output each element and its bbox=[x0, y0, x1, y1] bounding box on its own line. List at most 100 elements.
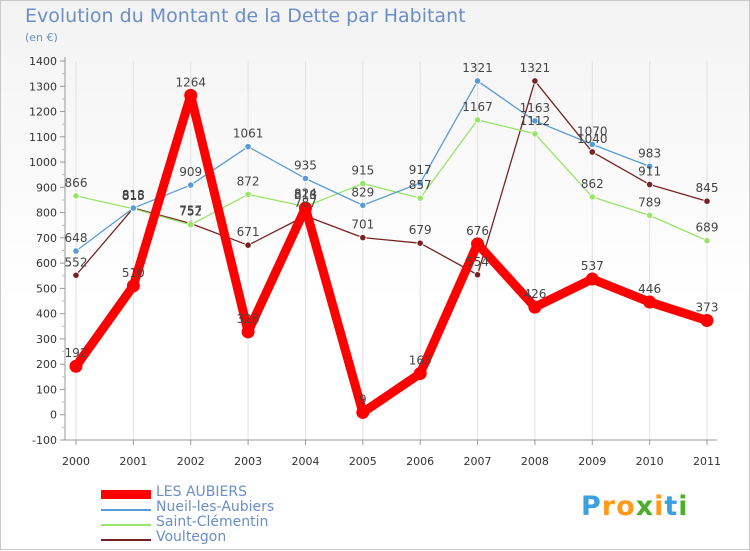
data-point bbox=[588, 140, 596, 148]
chart-unit-label: (en €) bbox=[25, 31, 58, 44]
data-label: 373 bbox=[696, 300, 719, 314]
data-label: 845 bbox=[696, 181, 719, 195]
data-point bbox=[585, 272, 599, 286]
data-point bbox=[359, 201, 367, 209]
legend-swatch bbox=[101, 490, 151, 499]
data-point bbox=[187, 221, 195, 229]
data-point bbox=[72, 247, 80, 255]
data-label: 163 bbox=[409, 354, 432, 368]
y-tick-label: 1100 bbox=[29, 131, 57, 144]
data-point bbox=[588, 148, 596, 156]
data-label: 1112 bbox=[520, 114, 551, 128]
data-label: 757 bbox=[179, 203, 202, 217]
y-tick-label: 800 bbox=[36, 207, 57, 220]
legend-label: LES AUBIERS bbox=[156, 484, 247, 500]
x-tick-label: 2001 bbox=[119, 455, 147, 468]
y-tick-label: 1400 bbox=[29, 55, 57, 68]
data-point bbox=[244, 241, 252, 249]
data-label: 679 bbox=[409, 223, 432, 237]
data-point bbox=[646, 211, 654, 219]
data-label: 1321 bbox=[462, 61, 493, 75]
y-tick-label: 1300 bbox=[29, 80, 57, 93]
data-point bbox=[416, 194, 424, 202]
data-point bbox=[72, 192, 80, 200]
x-tick-label: 2006 bbox=[406, 455, 434, 468]
y-tick-label: 500 bbox=[36, 282, 57, 295]
data-label: 872 bbox=[237, 174, 260, 188]
series-line bbox=[75, 80, 708, 276]
data-point bbox=[416, 179, 424, 187]
data-point bbox=[187, 181, 195, 189]
y-tick-label: 700 bbox=[36, 232, 57, 245]
data-point bbox=[72, 271, 80, 279]
data-label: 909 bbox=[179, 165, 202, 179]
data-point bbox=[413, 367, 427, 381]
data-label: 328 bbox=[237, 312, 260, 326]
legend-item: LES AUBIERS bbox=[101, 484, 401, 501]
data-point bbox=[646, 180, 654, 189]
data-point bbox=[359, 179, 367, 188]
data-point bbox=[643, 295, 657, 309]
x-tick-label: 2004 bbox=[291, 455, 319, 468]
data-point bbox=[126, 279, 140, 293]
data-point bbox=[241, 325, 255, 339]
data-label: 446 bbox=[638, 282, 661, 296]
y-tick-label: 300 bbox=[36, 333, 57, 346]
proxiti-logo: Proxiti bbox=[581, 491, 689, 522]
data-point bbox=[473, 271, 482, 279]
data-label: 857 bbox=[409, 178, 432, 192]
x-tick-label: 2003 bbox=[234, 455, 262, 468]
data-label: 824 bbox=[294, 187, 317, 201]
data-label: 818 bbox=[294, 188, 317, 202]
data-label: 1321 bbox=[520, 61, 551, 75]
legend-swatch bbox=[101, 509, 151, 511]
data-point bbox=[69, 359, 83, 373]
data-point bbox=[531, 77, 539, 85]
data-label: 752 bbox=[179, 205, 202, 219]
data-point bbox=[528, 300, 542, 314]
legend-swatch bbox=[101, 539, 151, 541]
data-point bbox=[473, 77, 482, 85]
data-label: 866 bbox=[65, 176, 88, 190]
y-tick-label: 1200 bbox=[29, 106, 57, 119]
data-label: 676 bbox=[466, 224, 489, 238]
data-label: 1040 bbox=[577, 132, 608, 146]
data-point bbox=[588, 193, 596, 201]
data-point bbox=[531, 130, 539, 138]
data-label: 552 bbox=[65, 255, 88, 269]
data-point bbox=[703, 237, 711, 245]
y-tick-label: 600 bbox=[36, 257, 57, 270]
data-point bbox=[184, 88, 198, 102]
data-label: 426 bbox=[523, 287, 546, 301]
legend-label: Saint-Clémentin bbox=[156, 514, 269, 530]
x-tick-label: 2009 bbox=[578, 455, 606, 468]
data-point bbox=[301, 174, 310, 183]
data-label: 1061 bbox=[233, 127, 264, 141]
series-line bbox=[71, 90, 712, 417]
y-tick-label: 0 bbox=[50, 409, 57, 422]
data-label: 689 bbox=[696, 221, 719, 235]
data-point bbox=[129, 204, 137, 212]
data-label: 671 bbox=[237, 225, 260, 239]
data-point bbox=[700, 313, 714, 327]
data-label: 818 bbox=[122, 188, 145, 202]
data-label: 815 bbox=[122, 189, 145, 203]
data-label: 9 bbox=[359, 392, 367, 406]
data-label: 818 bbox=[122, 188, 145, 202]
x-tick-label: 2000 bbox=[62, 455, 90, 468]
y-tick-label: 1000 bbox=[29, 156, 57, 169]
data-point bbox=[244, 143, 252, 151]
data-label: 701 bbox=[351, 218, 374, 232]
data-point bbox=[416, 239, 424, 247]
x-tick-label: 2008 bbox=[521, 455, 549, 468]
data-label: 1167 bbox=[462, 100, 493, 114]
series-line bbox=[75, 119, 708, 242]
y-tick-label: -100 bbox=[32, 434, 57, 447]
data-point bbox=[471, 237, 485, 251]
data-point bbox=[473, 116, 482, 124]
data-label: 829 bbox=[351, 185, 374, 199]
data-label: 1163 bbox=[520, 101, 551, 115]
legend-label: Voultegon bbox=[156, 529, 227, 545]
